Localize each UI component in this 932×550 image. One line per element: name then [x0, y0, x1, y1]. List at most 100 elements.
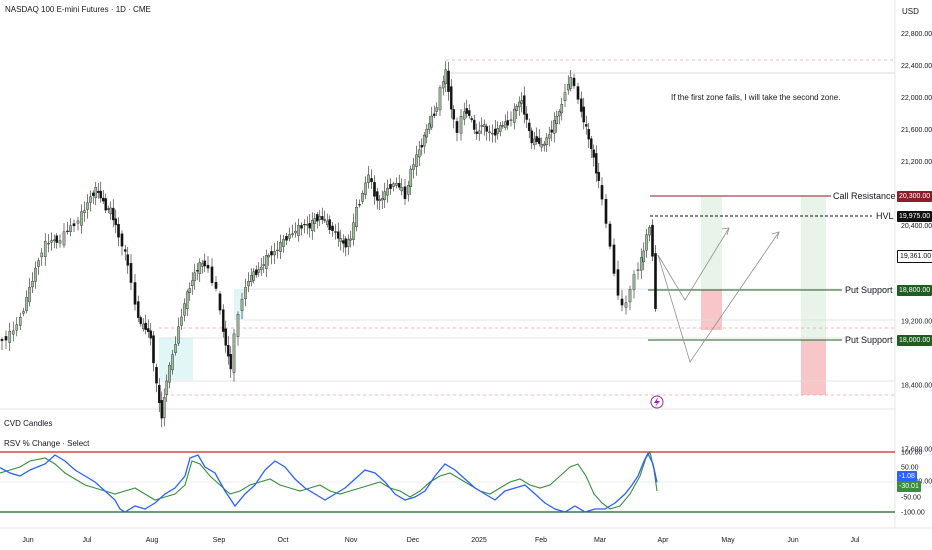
candle-body [214, 282, 218, 289]
candle-body [645, 234, 648, 251]
target-zone-2-red [801, 340, 826, 395]
candle-body [582, 106, 586, 123]
candle-body [210, 266, 214, 284]
candle-body [80, 211, 83, 226]
candle-body [403, 186, 407, 200]
rsv-blue-value-tag[interactable]: -1.08 [897, 471, 917, 482]
candle-body [503, 121, 507, 128]
zone-sep-low [234, 289, 244, 320]
candle-body [66, 230, 69, 232]
candle-body [545, 137, 549, 145]
put-support-price-tag-2[interactable]: 18,000.00 [897, 335, 932, 346]
candle-body [425, 128, 429, 138]
candle-body [315, 214, 319, 222]
candle-body [247, 281, 250, 287]
candle-body [462, 111, 466, 120]
candle-body [475, 131, 479, 134]
candle-body [276, 249, 279, 252]
call-resistance-label: Call Resistance [833, 191, 896, 201]
candle-body [285, 236, 288, 241]
candle-body [86, 202, 89, 210]
candle-body [654, 253, 657, 309]
candle-body [373, 182, 376, 197]
target-zone-2-green [801, 196, 826, 340]
candle-body [270, 251, 273, 256]
candle-body [392, 183, 395, 187]
candle-body [488, 131, 491, 133]
candle-body [37, 260, 40, 267]
candle-body [267, 255, 271, 258]
candle-body [349, 238, 353, 241]
candle-body [632, 274, 636, 290]
candle-body [144, 322, 148, 330]
candle-body [232, 333, 236, 373]
candle-body [126, 254, 130, 266]
rsv-indicator-label[interactable]: RSV % Change · Select [4, 439, 90, 448]
target-zone-1-red [701, 290, 722, 330]
lightning-event-icon[interactable] [650, 395, 664, 409]
candle-body [264, 255, 268, 269]
price-tick-label: 17,600.00 [901, 447, 932, 454]
candle-body [449, 86, 453, 110]
candle-body [0, 339, 4, 342]
candle-body [282, 239, 285, 247]
candle-body [331, 225, 334, 231]
candle-body [177, 326, 180, 344]
price-tick-label: 22,000.00 [901, 95, 932, 102]
candle-body [62, 231, 66, 246]
candle-body [389, 183, 392, 189]
rsv-axis[interactable]: 100.00 50.00 -50.00 -100.00 [901, 450, 925, 517]
currency-label[interactable]: USD [902, 7, 919, 16]
candle-body [370, 178, 373, 182]
candle-body [569, 77, 573, 89]
candle-body [563, 92, 567, 101]
candle-body [438, 87, 442, 111]
candle-body [123, 249, 127, 252]
candle-body [111, 207, 115, 221]
candle-body [198, 262, 202, 274]
put-support-price-tag-1[interactable]: 18,800.00 [897, 285, 932, 296]
candle-body [557, 111, 561, 117]
candle-body [139, 317, 143, 324]
candle-body [612, 244, 616, 274]
candle-body [415, 154, 418, 167]
hvl-price-tag[interactable]: 19,975.00 [897, 211, 932, 222]
rsv-green-value-tag[interactable]: -30.01 [897, 481, 921, 492]
candle-body [22, 311, 25, 314]
candle-body [218, 293, 222, 311]
candle-body [648, 227, 651, 236]
time-axis[interactable]: Jun Jul Aug Sep Oct Nov Dec 2025 Feb Mar Apr May Jun… [22, 537, 860, 544]
candle-body [252, 271, 256, 281]
candle-body [162, 397, 166, 419]
candle-body [109, 207, 113, 214]
call-resistance-price-tag[interactable]: 20,300.00 [897, 191, 932, 202]
price-tick-label: 21,200.00 [901, 159, 932, 166]
candle-body [467, 110, 471, 116]
candle-body [83, 210, 86, 214]
candle-body [40, 252, 44, 258]
candle-body [639, 257, 643, 271]
time-tick-label: Apr [658, 537, 670, 544]
candle-body [294, 230, 297, 234]
candle-body [472, 119, 476, 130]
candle-body [229, 354, 233, 370]
candle-body [152, 335, 155, 364]
candle-body [441, 81, 445, 89]
candle-body [547, 134, 551, 139]
time-tick-label: Jul [851, 537, 860, 544]
candle-body [257, 269, 261, 273]
time-tick-label: Sep [213, 537, 226, 544]
candle-body [427, 123, 431, 130]
price-tick-label: 18,400.00 [901, 383, 932, 390]
time-tick-label: 2025 [471, 537, 487, 544]
candle-body [200, 263, 204, 267]
candle-body [367, 174, 370, 183]
candle-body [91, 192, 95, 196]
candle-body [244, 287, 247, 300]
candle-body [104, 198, 108, 211]
candle-body [157, 385, 161, 404]
last-price-tag[interactable]: 19,361.00 [897, 250, 932, 263]
put-support-label-1: Put Support [845, 285, 893, 295]
cvd-indicator-label[interactable]: CVD Candles [4, 419, 53, 428]
candle-body [96, 190, 100, 193]
